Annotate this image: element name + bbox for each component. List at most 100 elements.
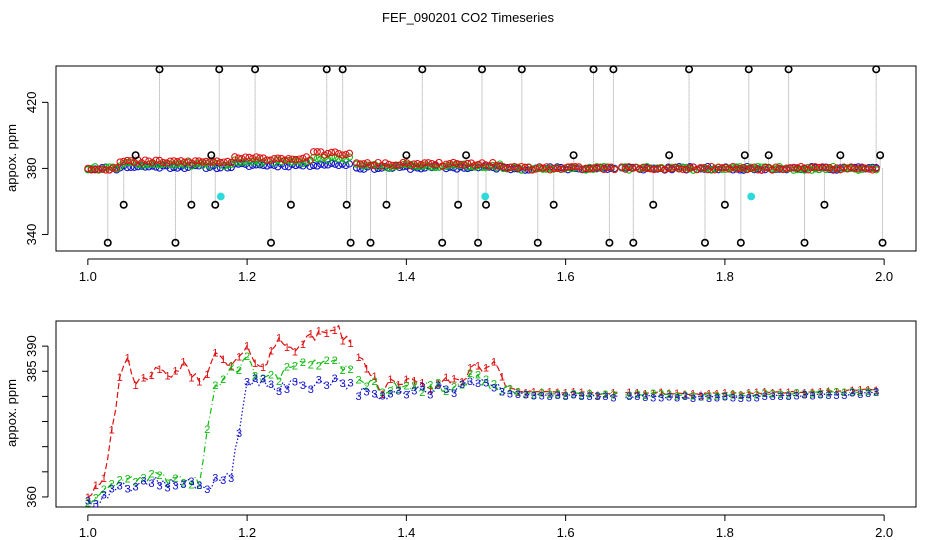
series-1-point — [632, 163, 640, 172]
series-3-point — [342, 161, 350, 170]
outlier-point — [549, 200, 558, 209]
top-y-axis-label: appox. ppm — [4, 124, 19, 192]
series-3-marker: 3 — [443, 384, 449, 396]
series-1-point — [385, 160, 393, 169]
series-1-point — [700, 164, 708, 172]
series-3-marker: 3 — [857, 389, 863, 401]
series-3-marker: 3 — [435, 380, 441, 392]
series-1-marker: 1 — [371, 371, 377, 383]
series-1-point — [593, 164, 601, 172]
series-1-point — [213, 157, 221, 165]
outlier-point — [119, 200, 128, 209]
series-2-marker: 2 — [674, 391, 680, 403]
series-3-marker: 3 — [244, 376, 250, 388]
series-1-point — [722, 163, 730, 172]
series-3-marker: 3 — [491, 382, 497, 394]
series-2-point — [797, 165, 805, 173]
series-1-point — [360, 160, 368, 168]
series-1-marker: 1 — [101, 473, 107, 485]
series-3-marker: 3 — [419, 382, 425, 394]
series-1-point — [664, 164, 673, 172]
series-2-marker: 2 — [515, 387, 521, 399]
series-1-point — [270, 155, 278, 163]
series-3-marker: 3 — [825, 390, 831, 402]
series-3-marker: 3 — [467, 376, 473, 388]
flag-point — [216, 192, 225, 201]
series-1-marker: 1 — [602, 389, 608, 401]
series-3-marker: 3 — [738, 393, 744, 405]
series-1-marker: 1 — [356, 352, 362, 364]
series-2-point — [363, 161, 372, 169]
series-1-marker: 1 — [93, 480, 99, 492]
series-2-marker: 2 — [754, 390, 760, 402]
series-1-point — [413, 160, 422, 168]
series-1-point — [818, 163, 827, 171]
series-2-point — [177, 160, 185, 168]
series-2-marker: 2 — [109, 478, 115, 490]
series-1-point — [356, 160, 364, 168]
series-2-marker: 2 — [738, 390, 744, 402]
series-1-marker: 1 — [141, 373, 147, 385]
series-1-point — [822, 164, 830, 172]
series-2-marker: 2 — [841, 387, 847, 399]
series-2-marker: 2 — [507, 384, 513, 396]
outlier-point — [800, 238, 809, 247]
series-3-point — [123, 163, 131, 172]
top-y-tick-label: 420 — [24, 91, 39, 113]
series-2-marker: 2 — [555, 388, 561, 400]
series-1-marker: 1 — [276, 333, 282, 345]
series-1-point — [761, 164, 769, 172]
series-2-point — [152, 161, 160, 169]
figure-title: FEF_090201 CO2 Timeseries — [382, 10, 554, 25]
series-1-point — [446, 159, 454, 168]
series-1-point — [851, 164, 859, 172]
series-1-point — [238, 155, 246, 163]
series-3-marker: 3 — [387, 388, 393, 400]
series-1-point — [811, 163, 819, 171]
series-1-marker: 1 — [324, 328, 330, 340]
series-3-marker: 3 — [292, 376, 298, 388]
series-1-point — [249, 154, 257, 163]
series-1-point — [496, 162, 504, 170]
series-1-point — [331, 148, 339, 156]
series-1-point — [528, 166, 536, 174]
series-2-marker: 2 — [300, 357, 306, 369]
series-1-point — [718, 164, 726, 172]
series-1-point — [478, 159, 486, 167]
series-2-marker: 2 — [778, 389, 784, 401]
series-3-marker: 3 — [85, 496, 91, 508]
series-1-marker: 1 — [411, 375, 417, 387]
series-1-point — [145, 157, 153, 165]
series-1-point — [281, 156, 289, 164]
series-2-point — [707, 166, 716, 174]
series-1-marker: 1 — [563, 388, 569, 400]
series-3-marker: 3 — [332, 373, 338, 385]
series-1-point — [668, 165, 676, 173]
series-3-marker: 3 — [658, 393, 664, 405]
series-2-marker: 2 — [236, 365, 242, 377]
series-1-point — [535, 163, 544, 171]
top-plot-frame — [55, 65, 917, 252]
series-3-marker: 3 — [164, 483, 170, 495]
series-1-point — [797, 163, 805, 171]
series-1-point — [352, 159, 361, 167]
series-3-marker: 3 — [212, 473, 218, 485]
series-2-point — [829, 162, 837, 171]
series-1-point — [671, 163, 680, 171]
series-2-point — [299, 159, 307, 168]
series-2-marker: 2 — [371, 376, 377, 388]
series-3-marker: 3 — [427, 390, 433, 402]
series-1-marker: 1 — [801, 387, 807, 399]
series-1-point — [754, 166, 762, 174]
series-1-point — [650, 165, 658, 174]
series-3-marker: 3 — [284, 384, 290, 396]
series-2-marker: 2 — [196, 480, 202, 492]
series-1-point — [191, 157, 200, 165]
series-2-marker: 2 — [865, 386, 871, 398]
series-1-point — [152, 156, 160, 164]
series-1-marker: 1 — [770, 388, 776, 400]
series-2-marker: 2 — [133, 477, 139, 489]
series-3-marker: 3 — [523, 390, 529, 402]
outlier-point — [629, 238, 638, 247]
series-2-marker: 2 — [395, 384, 401, 396]
